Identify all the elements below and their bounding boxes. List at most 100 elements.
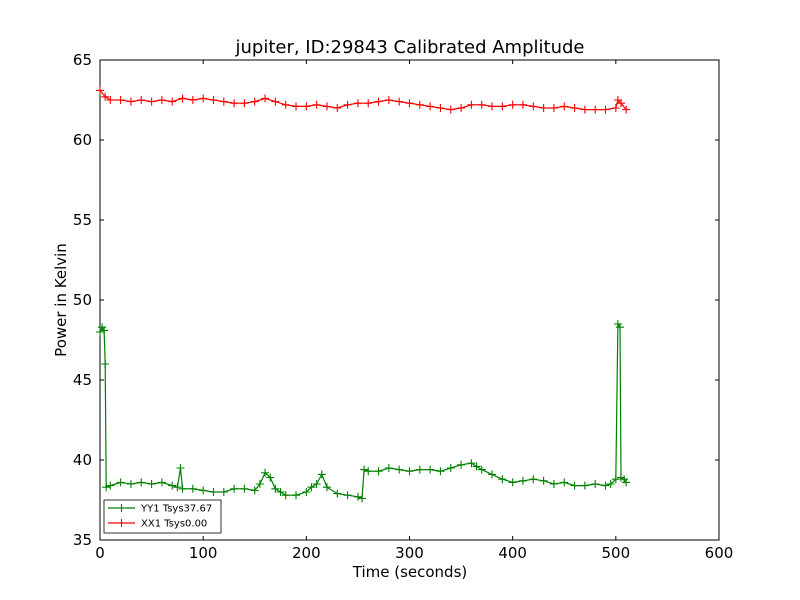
series-1 bbox=[96, 320, 631, 503]
data-point bbox=[106, 96, 115, 104]
data-point bbox=[106, 481, 115, 490]
data-point bbox=[116, 96, 125, 104]
data-point bbox=[508, 478, 517, 487]
data-point bbox=[230, 99, 239, 108]
data-point bbox=[302, 488, 311, 496]
data-point bbox=[560, 102, 569, 111]
data-point bbox=[100, 326, 109, 335]
data-point bbox=[209, 96, 218, 104]
data-point bbox=[426, 465, 435, 474]
data-point bbox=[606, 480, 615, 488]
data-point bbox=[374, 467, 383, 476]
data-point bbox=[488, 470, 497, 479]
data-point bbox=[477, 100, 486, 109]
data-point bbox=[591, 480, 600, 488]
axes-layer: 0 100 200 300 400 500 600 35 40 45 50 55 60 65 bbox=[73, 51, 733, 562]
legend-label: YY1 Tsys37.67 bbox=[140, 504, 212, 515]
data-point bbox=[457, 460, 466, 469]
data-point bbox=[601, 481, 610, 490]
data-point bbox=[240, 99, 249, 108]
data-point bbox=[395, 465, 404, 474]
data-point bbox=[317, 470, 326, 479]
data-point bbox=[426, 102, 435, 111]
data-point bbox=[168, 97, 177, 106]
y-tick-label: 35 bbox=[73, 531, 92, 549]
data-point bbox=[518, 100, 527, 109]
data-point bbox=[178, 94, 187, 103]
data-point bbox=[622, 478, 631, 487]
data-point bbox=[266, 473, 275, 482]
x-tick-label: 0 bbox=[95, 544, 105, 562]
data-point bbox=[539, 104, 548, 112]
data-point bbox=[230, 484, 239, 493]
data-point bbox=[343, 491, 352, 500]
data-point bbox=[281, 491, 290, 500]
data-point bbox=[457, 104, 466, 112]
data-point bbox=[374, 97, 383, 106]
y-axis-label: Power in Kelvin bbox=[52, 243, 70, 357]
data-point bbox=[415, 465, 424, 474]
data-point bbox=[446, 464, 455, 472]
data-point bbox=[101, 92, 110, 101]
x-tick-label: 400 bbox=[498, 544, 527, 562]
data-point bbox=[360, 465, 369, 474]
data-point bbox=[529, 102, 538, 111]
data-point bbox=[467, 459, 476, 468]
data-point bbox=[126, 97, 135, 106]
data-point bbox=[102, 483, 111, 492]
data-point bbox=[580, 481, 589, 490]
data-point bbox=[436, 467, 445, 476]
data-point bbox=[580, 105, 589, 114]
data-point bbox=[137, 478, 146, 487]
data-point bbox=[529, 475, 538, 484]
data-point bbox=[255, 480, 264, 488]
data-point bbox=[147, 97, 156, 106]
data-point bbox=[549, 104, 558, 112]
data-point bbox=[261, 94, 270, 103]
data-point bbox=[405, 99, 414, 108]
data-point bbox=[384, 464, 393, 472]
data-point bbox=[250, 97, 259, 106]
data-point bbox=[343, 100, 352, 109]
data-point bbox=[219, 488, 228, 496]
data-point bbox=[436, 104, 445, 112]
x-tick-label: 300 bbox=[395, 544, 424, 562]
data-point bbox=[199, 94, 208, 103]
data-point bbox=[271, 97, 280, 106]
y-tick-label: 65 bbox=[73, 51, 92, 69]
data-point bbox=[611, 104, 620, 112]
data-point bbox=[560, 478, 569, 487]
data-point bbox=[415, 100, 424, 109]
y-tick-label: 50 bbox=[73, 291, 92, 309]
data-point bbox=[250, 486, 259, 495]
x-tick-label: 100 bbox=[189, 544, 218, 562]
data-point bbox=[292, 491, 301, 500]
chart-title: jupiter, ID:29843 Calibrated Amplitude bbox=[234, 37, 584, 58]
data-point bbox=[384, 96, 393, 104]
data-point bbox=[271, 484, 280, 493]
data-point bbox=[219, 97, 228, 106]
data-point bbox=[322, 483, 331, 492]
data-point bbox=[446, 105, 455, 114]
data-point bbox=[539, 476, 548, 485]
data-point bbox=[101, 360, 110, 368]
data-point bbox=[137, 96, 146, 104]
data-point bbox=[178, 484, 187, 493]
data-point bbox=[276, 488, 285, 496]
x-tick-label: 500 bbox=[602, 544, 631, 562]
series-2 bbox=[96, 86, 631, 114]
data-point bbox=[518, 476, 527, 485]
data-point bbox=[477, 465, 486, 474]
x-axis-label: Time (seconds) bbox=[352, 563, 468, 581]
data-point bbox=[333, 489, 342, 498]
data-point bbox=[364, 467, 373, 476]
data-point bbox=[312, 480, 321, 488]
data-point bbox=[209, 488, 218, 496]
legend: YY1 Tsys37.67 XX1 Tsys0.00 bbox=[103, 499, 222, 534]
data-point bbox=[96, 328, 104, 336]
y-tick-label: 60 bbox=[73, 131, 92, 149]
data-point bbox=[168, 481, 177, 490]
data-point bbox=[240, 484, 249, 493]
legend-label: XX1 Tsys0.00 bbox=[141, 519, 207, 530]
